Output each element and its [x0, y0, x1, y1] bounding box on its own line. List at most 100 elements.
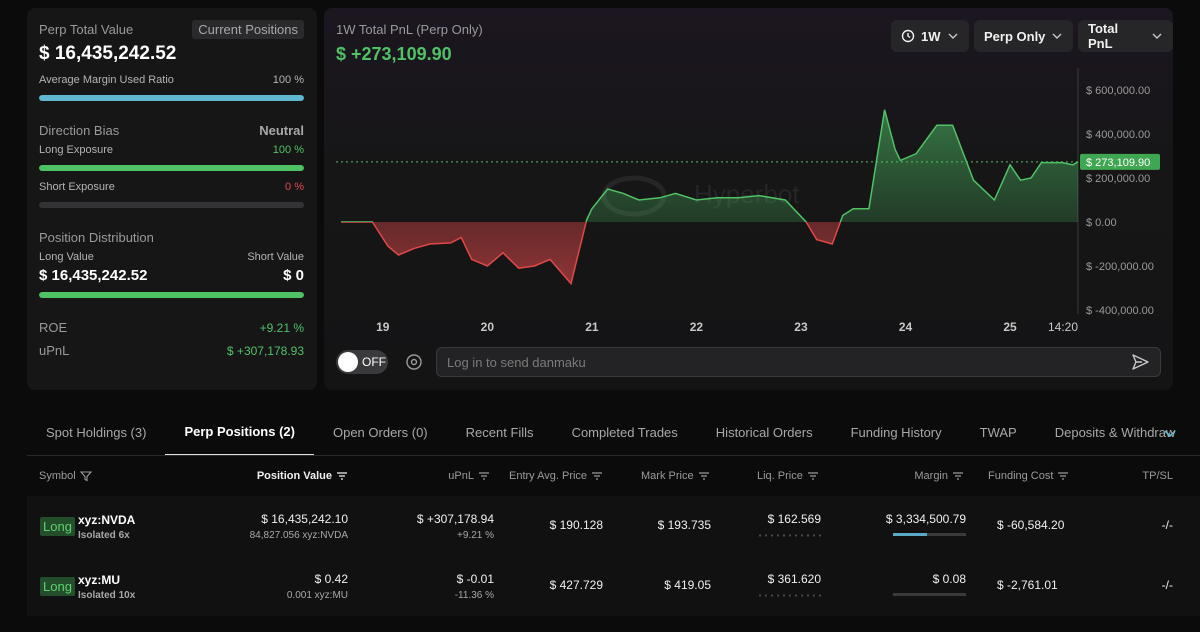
- metric-dropdown-label: Total PnL: [1088, 21, 1119, 51]
- symbol[interactable]: xyz:MU: [78, 573, 121, 587]
- position-distribution-bar: [39, 292, 304, 298]
- table-row[interactable]: Long xyz:MU Isolated 10x $ 0.42 0.001 xy…: [27, 556, 1200, 616]
- toggle-knob: [338, 352, 358, 372]
- col-position-value[interactable]: Position Value: [257, 470, 348, 482]
- col-symbol-label: Symbol: [39, 470, 76, 482]
- x-tick-label: 21: [585, 320, 599, 334]
- col-tpsl-label: TP/SL: [1142, 470, 1173, 482]
- scope-dropdown[interactable]: Perp Only: [974, 20, 1074, 52]
- col-entry-price[interactable]: Entry Avg. Price: [509, 470, 603, 482]
- clock-icon: [901, 29, 915, 43]
- position-distribution-label: Position Distribution: [39, 230, 154, 245]
- tab-historical-orders[interactable]: Historical Orders: [715, 425, 813, 440]
- tpsl-value[interactable]: -/-: [1161, 518, 1173, 532]
- send-icon[interactable]: [1130, 352, 1150, 372]
- tab-open-orders[interactable]: Open Orders (0): [332, 425, 428, 440]
- tpsl-value[interactable]: -/-: [1161, 578, 1173, 592]
- pnl-area-negative: [341, 222, 1078, 284]
- liq-distance-indicator: [757, 534, 821, 537]
- filter-icon[interactable]: [79, 470, 92, 482]
- current-value-tag-text: $ 273,109.90: [1086, 157, 1150, 169]
- margin-bar: [893, 533, 966, 536]
- pnl-line-positive: [341, 109, 1079, 222]
- margin-value: $ 0.08: [932, 572, 966, 586]
- current-positions-button[interactable]: Current Positions: [192, 20, 304, 39]
- liq-price: $ 162.569: [767, 512, 821, 526]
- funding-cost: $ -60,584.20: [997, 518, 1065, 532]
- avg-margin-value: 100 %: [272, 74, 304, 86]
- danmaku-toggle[interactable]: OFF: [336, 350, 388, 374]
- period-dropdown[interactable]: 1W: [891, 20, 969, 52]
- sort-icon: [337, 472, 347, 480]
- danmaku-settings-icon[interactable]: [404, 352, 424, 372]
- x-tick-label: 19: [376, 320, 390, 334]
- tab-perp-positions[interactable]: Perp Positions (2): [165, 410, 314, 455]
- mark-price: $ 193.735: [657, 518, 711, 532]
- position-value: $ 16,435,242.10: [261, 512, 348, 526]
- col-margin-label: Margin: [914, 470, 948, 482]
- danmaku-input-wrap: [436, 347, 1161, 377]
- side-badge: Long: [40, 577, 75, 596]
- tab-recent-fills[interactable]: Recent Fills: [465, 425, 534, 440]
- short-exposure-label: Short Exposure: [39, 181, 115, 193]
- roe-label: ROE: [39, 320, 68, 335]
- margin-mode: Isolated 10x: [78, 590, 136, 601]
- sort-icon: [479, 472, 489, 480]
- portfolio-summary-panel: Perp Total Value Current Positions $ 16,…: [27, 8, 317, 390]
- sort-icon: [698, 472, 709, 480]
- pnl-area-positive: [341, 109, 1078, 222]
- x-tick-label: 24: [899, 320, 913, 334]
- upnl-value: $ +307,178.93: [226, 343, 304, 358]
- positions-tabbar: Spot Holdings (3) Perp Positions (2) Ope…: [27, 410, 1200, 456]
- positions-table-header: Symbol Position Value uPnL Entry Avg. Pr…: [27, 458, 1200, 496]
- current-value-tag: [1080, 153, 1160, 170]
- x-tick-label: 20: [481, 320, 495, 334]
- x-tick-label: 25: [1003, 320, 1017, 334]
- col-liq-price[interactable]: Liq. Price: [757, 470, 819, 482]
- short-exposure-bar: [39, 202, 304, 208]
- table-row[interactable]: Long xyz:NVDA Isolated 6x $ 16,435,242.1…: [27, 496, 1200, 556]
- y-tick-label: $ -400,000.00: [1086, 305, 1154, 317]
- sort-icon: [807, 472, 818, 480]
- metric-dropdown[interactable]: Total PnL: [1078, 20, 1173, 52]
- tab-twap[interactable]: TWAP: [979, 425, 1017, 440]
- avg-margin-bar: [39, 95, 304, 101]
- short-exposure-value: 0 %: [285, 181, 304, 193]
- y-tick-label: $ -200,000.00: [1086, 261, 1154, 273]
- side-badge: Long: [40, 517, 75, 536]
- col-upnl[interactable]: uPnL: [448, 470, 490, 482]
- tab-funding-history[interactable]: Funding History: [850, 425, 942, 440]
- period-dropdown-label: 1W: [921, 28, 941, 44]
- perp-total-value: $ 16,435,242.52: [39, 43, 177, 64]
- col-entry-price-label: Entry Avg. Price: [509, 470, 588, 482]
- perp-total-value-label: Perp Total Value: [39, 22, 134, 37]
- perp-total-header: Perp Total Value Current Positions: [39, 20, 304, 39]
- sort-icon: [592, 472, 603, 480]
- tabs-expand-chevron-icon[interactable]: [1162, 425, 1178, 441]
- col-funding-cost[interactable]: Funding Cost: [988, 470, 1069, 482]
- col-funding-cost-label: Funding Cost: [988, 470, 1054, 482]
- tab-completed-trades[interactable]: Completed Trades: [571, 425, 678, 440]
- avg-margin-label: Average Margin Used Ratio: [39, 74, 174, 86]
- col-position-value-label: Position Value: [256, 470, 332, 482]
- funding-cost: $ -2,761.01: [997, 578, 1058, 592]
- margin-bar: [893, 593, 966, 596]
- upnl-value: $ +307,178.94: [416, 512, 494, 526]
- liq-distance-indicator: [757, 594, 821, 597]
- direction-bias-value: Neutral: [259, 123, 304, 138]
- scope-dropdown-label: Perp Only: [984, 28, 1046, 44]
- tab-spot-holdings[interactable]: Spot Holdings (3): [46, 425, 147, 440]
- col-mark-price[interactable]: Mark Price: [641, 470, 710, 482]
- col-symbol[interactable]: Symbol: [39, 470, 92, 482]
- direction-bias-label: Direction Bias: [39, 123, 120, 138]
- danmaku-input[interactable]: [447, 354, 1130, 370]
- entry-price: $ 190.128: [549, 518, 603, 532]
- col-margin[interactable]: Margin: [914, 470, 964, 482]
- sort-icon: [953, 472, 963, 480]
- col-mark-price-label: Mark Price: [641, 470, 694, 482]
- y-tick-label: $ 400,000.00: [1086, 129, 1150, 141]
- short-value-label: Short Value: [247, 251, 304, 263]
- symbol[interactable]: xyz:NVDA: [78, 513, 136, 527]
- pnl-chart: Hyperbot$ 273,109.90$ 600,000.00$ 400,00…: [336, 68, 1160, 334]
- tab-deposits-withdrawals[interactable]: Deposits & Withdraw: [1054, 425, 1176, 440]
